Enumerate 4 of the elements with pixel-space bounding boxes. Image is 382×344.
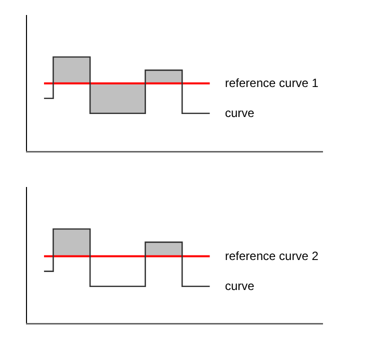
ref-line-label: reference curve 1 (225, 76, 319, 90)
series-label: curve (225, 279, 255, 293)
series-label: curve (225, 106, 255, 120)
ref-line-label: reference curve 2 (225, 249, 319, 263)
